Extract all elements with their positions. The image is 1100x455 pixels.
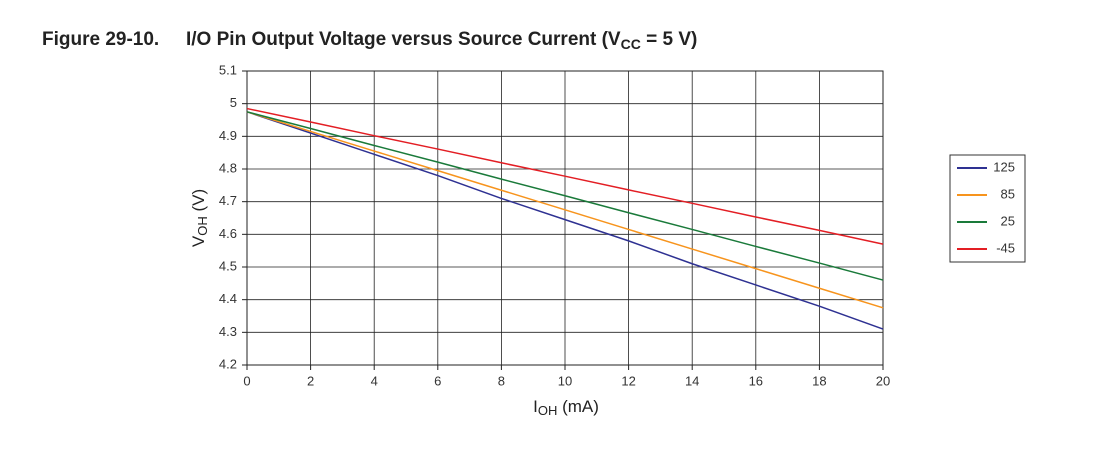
x-tick-label: 14 — [685, 373, 699, 388]
chart-title: I/O Pin Output Voltage versus Source Cur… — [186, 29, 697, 52]
legend-label: 85 — [1001, 186, 1015, 201]
y-tick-label: 5.1 — [219, 62, 237, 77]
legend-label: 125 — [993, 159, 1015, 174]
label-part: (V) — [189, 189, 208, 216]
x-tick-label: 10 — [558, 373, 572, 388]
label-sub: OH — [538, 403, 558, 418]
x-tick-label: 8 — [498, 373, 505, 388]
y-tick-label: 5 — [230, 95, 237, 110]
y-axis-label: VOH (V) — [189, 189, 210, 247]
y-tick-label: 4.5 — [219, 258, 237, 273]
x-tick-label: 2 — [307, 373, 314, 388]
series-line — [246, 107, 884, 245]
x-tick-label: 18 — [812, 373, 826, 388]
figure-label: Figure 29-10. — [42, 29, 159, 50]
x-tick-label: 12 — [621, 373, 635, 388]
y-tick-label: 4.6 — [219, 226, 237, 241]
label-sub: OH — [195, 216, 210, 236]
plot-frame — [246, 70, 884, 366]
legend-label: -45 — [996, 240, 1015, 255]
x-tick-label: 20 — [876, 373, 890, 388]
y-tick-label: 4.3 — [219, 324, 237, 339]
label-part: V — [189, 235, 208, 247]
x-tick-label: 6 — [434, 373, 441, 388]
y-tick-label: 4.4 — [219, 291, 237, 306]
series-line — [246, 111, 884, 281]
y-tick-label: 4.8 — [219, 160, 237, 175]
legend-box — [949, 154, 1026, 263]
y-tick-label: 4.7 — [219, 193, 237, 208]
y-tick-label: 4.9 — [219, 128, 237, 143]
x-tick-label: 4 — [371, 373, 378, 388]
x-tick-label: 16 — [749, 373, 763, 388]
label-part: (mA) — [557, 397, 599, 416]
x-axis-label: IOH (mA) — [533, 397, 599, 418]
title-part: I/O Pin Output Voltage versus Source Cur… — [186, 29, 621, 50]
series-line — [246, 111, 884, 330]
title-sub: CC — [621, 36, 641, 52]
legend-label: 25 — [1001, 213, 1015, 228]
x-tick-label: 0 — [243, 373, 250, 388]
label-part: I — [533, 397, 538, 416]
y-tick-label: 4.2 — [219, 356, 237, 371]
series-line — [246, 111, 884, 309]
title-part: = 5 V) — [641, 29, 698, 50]
